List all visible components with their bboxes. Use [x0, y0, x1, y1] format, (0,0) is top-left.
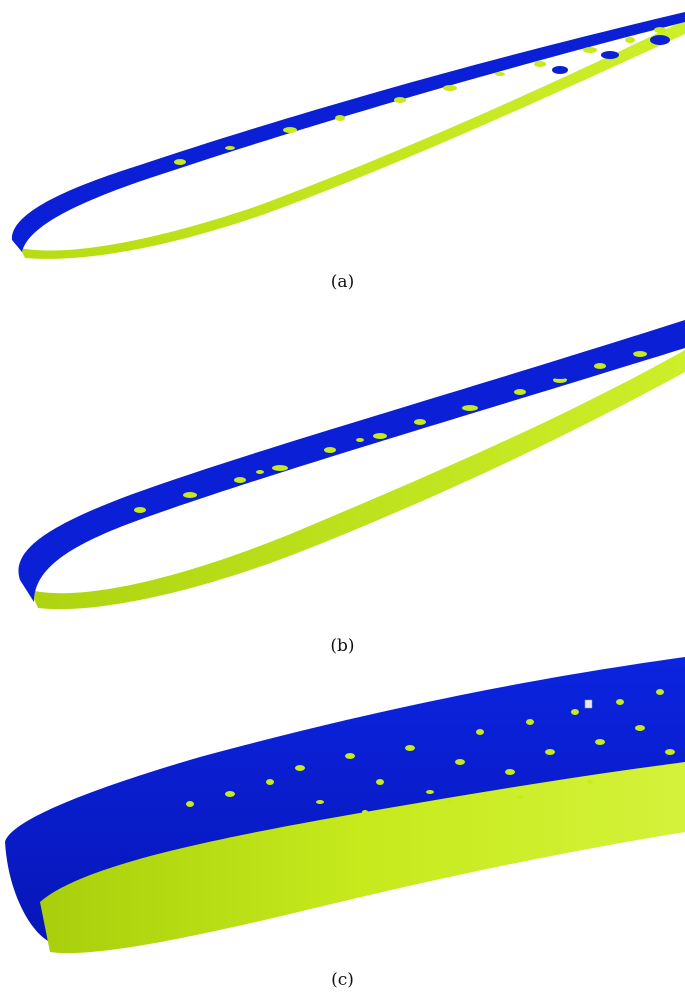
turbulence-structures-b: [134, 351, 647, 513]
airfoil-render-c: [5, 657, 685, 954]
pressure-surface-b: [30, 350, 685, 610]
suction-surface-a: [11, 12, 685, 252]
airfoil-render-a: [11, 12, 685, 259]
caption-b: (b): [330, 636, 355, 656]
panel-b: (b): [0, 300, 685, 660]
suction-surface-b: [18, 320, 685, 602]
pressure-surface-a: [20, 20, 685, 259]
airfoil-render-b: [18, 320, 685, 610]
turbulence-structures-c: [186, 689, 675, 814]
turbulence-structures-a: [174, 27, 666, 165]
pressure-surface-c: [40, 762, 685, 954]
caption-c: (c): [331, 970, 354, 990]
panel-a: (a): [0, 0, 685, 300]
caption-a: (a): [330, 272, 355, 292]
panel-c: (c): [0, 652, 685, 1006]
